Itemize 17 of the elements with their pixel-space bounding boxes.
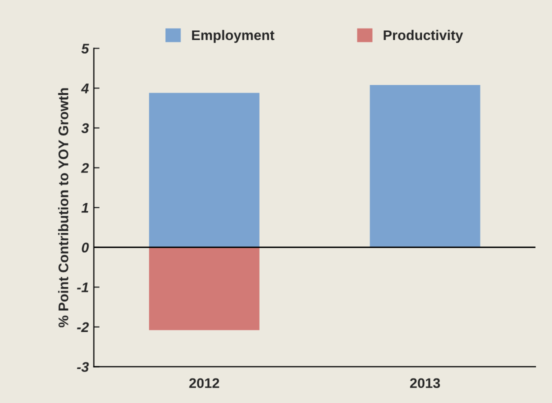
- y-tick-label: -3: [77, 362, 89, 372]
- y-axis-title: % Point Contribution to YOY Growth: [58, 88, 68, 328]
- y-tick-label: 3: [81, 123, 89, 134]
- y-tick-label: 0: [82, 242, 89, 253]
- x-tick-label: 2013: [410, 378, 440, 388]
- y-tick-label: 5: [81, 44, 90, 54]
- legend-label: Employment: [192, 30, 274, 43]
- y-tick-label: 1: [81, 203, 88, 213]
- legend-label: Productivity: [384, 30, 464, 43]
- y-tick-label: 2: [81, 163, 89, 173]
- y-tick-label: -1: [77, 282, 88, 292]
- bar: [149, 247, 260, 330]
- bar: [149, 92, 260, 248]
- x-tick-label: 2012: [189, 378, 220, 388]
- y-tick-label: 4: [81, 84, 89, 94]
- y-tick-label: -2: [77, 322, 89, 332]
- bar: [370, 84, 480, 248]
